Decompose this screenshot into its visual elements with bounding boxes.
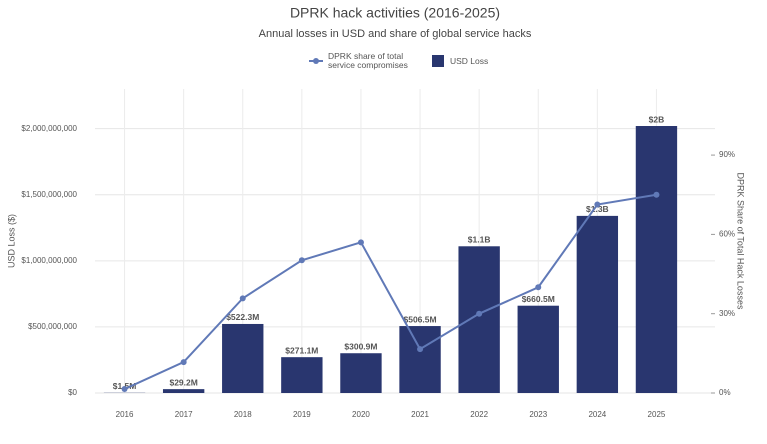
bar <box>399 326 441 393</box>
bar <box>458 246 500 393</box>
legend-bar-label: USD Loss <box>450 56 489 66</box>
bar <box>576 215 619 393</box>
bar <box>517 305 559 393</box>
x-tick-label: 2024 <box>588 410 606 419</box>
x-tick-label: 2020 <box>352 410 370 419</box>
x-tick-label: 2021 <box>411 410 429 419</box>
line-marker <box>417 346 424 353</box>
line-marker <box>121 386 128 393</box>
chart-subtitle: Annual losses in USD and share of global… <box>259 28 532 40</box>
legend-line-label: DPRK share of total service compromises <box>328 51 408 70</box>
line-marker <box>239 295 246 302</box>
y-tick-label: $1,500,000,000 <box>21 190 77 199</box>
legend-bar-swatch <box>432 55 444 67</box>
y-tick-label: $500,000,000 <box>28 322 77 331</box>
value-label: $522.3M <box>226 312 259 322</box>
x-tick-label: 2025 <box>648 410 666 419</box>
bar <box>635 126 678 393</box>
x-tick-label: 2019 <box>293 410 311 419</box>
line-marker <box>298 257 305 264</box>
value-label: $506.5M <box>404 314 437 324</box>
chart-title: DPRK hack activities (2016-2025) <box>290 5 500 21</box>
value-label: $1.1B <box>468 235 491 245</box>
x-tick-label: 2022 <box>470 410 488 419</box>
value-label: $1.3B <box>586 204 609 214</box>
x-tick-label: 2023 <box>529 410 547 419</box>
value-label: $29.2M <box>169 377 197 387</box>
line-marker <box>357 239 364 246</box>
line-marker <box>476 310 483 317</box>
line-marker <box>180 359 187 366</box>
value-label: $271.1M <box>285 345 318 355</box>
line-marker <box>653 191 660 198</box>
y2-tick-label: 30% <box>719 309 735 318</box>
bar <box>162 389 205 393</box>
y-tick-label: $2,000,000,000 <box>21 124 77 133</box>
value-label: $300.9M <box>344 341 377 351</box>
value-label: $660.5M <box>522 294 555 304</box>
line-marker <box>594 201 601 208</box>
x-tick-label: 2017 <box>175 410 193 419</box>
value-label: $2B <box>649 114 665 124</box>
y-tick-label: $0 <box>68 388 77 397</box>
y2-tick-label: 0% <box>719 388 731 397</box>
y2-axis-label: DPRK Share of Total Hack Losses <box>736 173 746 310</box>
line-marker <box>535 284 542 291</box>
y2-tick-label: 90% <box>719 150 735 159</box>
x-tick-label: 2018 <box>234 410 252 419</box>
y-axis-label: USD Loss ($) <box>6 214 16 268</box>
x-tick-label: 2016 <box>116 410 134 419</box>
bar <box>222 323 264 393</box>
y-tick-label: $1,000,000,000 <box>21 256 77 265</box>
line <box>124 193 657 390</box>
bar <box>281 357 323 393</box>
y2-tick-label: 60% <box>719 230 735 239</box>
bar <box>340 353 382 393</box>
